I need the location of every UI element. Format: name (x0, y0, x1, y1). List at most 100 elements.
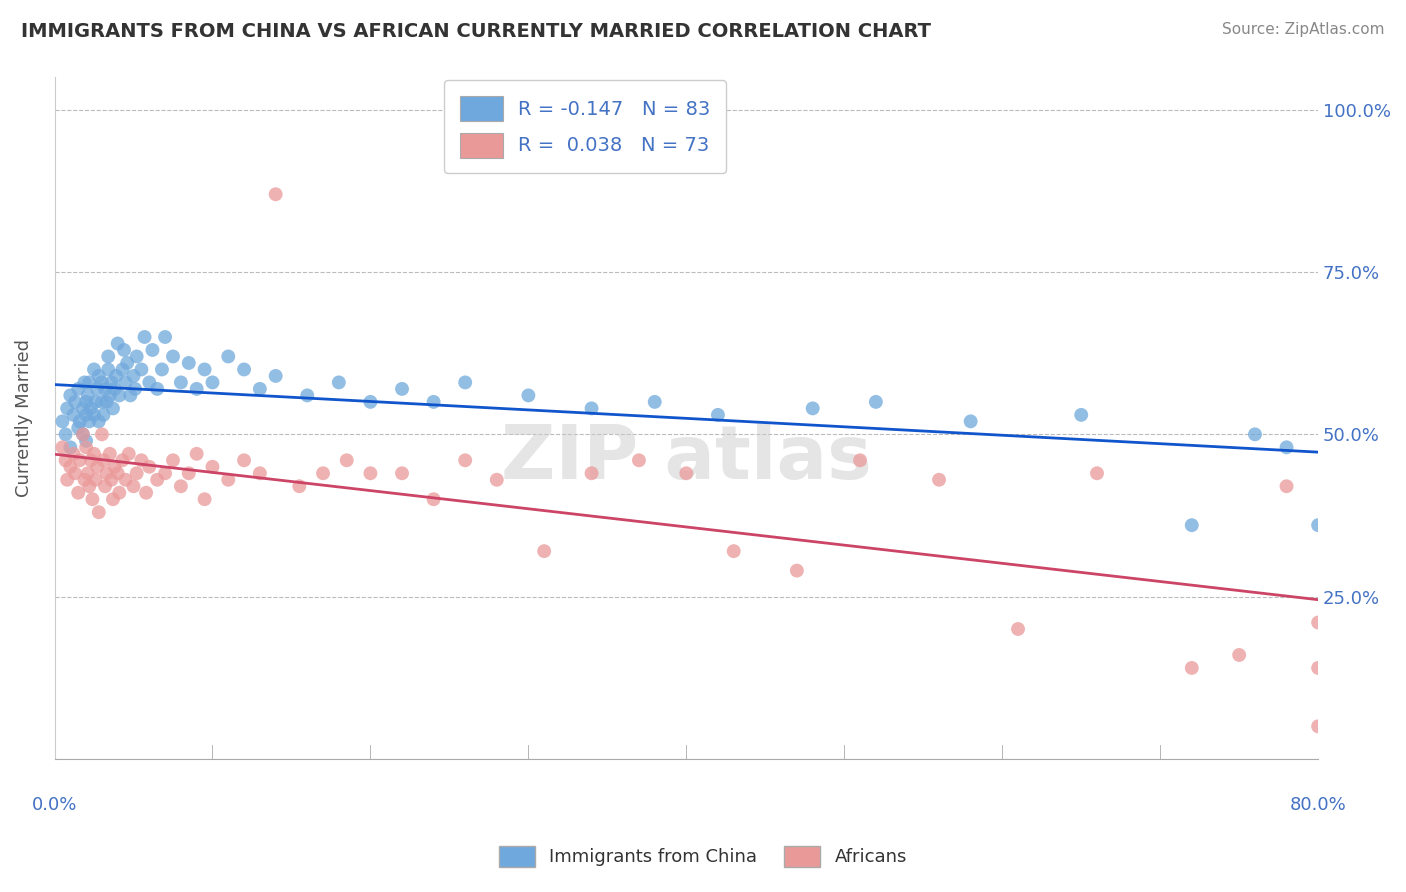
Point (201, 459, 224, 474)
Point (115, 356, 138, 370)
Point (100, 473, 122, 487)
Point (87, 368, 110, 383)
Point (517, 388, 540, 402)
Point (675, 467, 697, 481)
Point (108, 485, 131, 500)
Point (63, 467, 86, 481)
Point (135, 485, 157, 500)
Point (76, 467, 98, 481)
Point (93, 453, 115, 467)
Point (627, 453, 650, 467)
Point (194, 492, 217, 507)
Point (93, 408, 115, 422)
Point (422, 492, 444, 507)
Point (146, 382, 169, 396)
Point (122, 479, 145, 493)
Point (1308, 661, 1330, 675)
Point (72, 401, 94, 416)
Point (72, 427, 94, 442)
Point (217, 473, 239, 487)
Point (533, 544, 555, 558)
Point (124, 382, 146, 396)
Point (170, 479, 193, 493)
Point (101, 492, 124, 507)
Point (233, 362, 256, 376)
Point (1070, 408, 1092, 422)
Point (141, 343, 163, 357)
Point (69, 453, 91, 467)
Point (77, 376, 100, 390)
Point (312, 467, 335, 481)
Point (75, 395, 97, 409)
Point (73, 376, 96, 390)
Point (97, 362, 120, 376)
Point (1308, 518, 1330, 533)
Point (114, 376, 136, 390)
Point (63, 395, 86, 409)
Point (186, 382, 208, 396)
Point (103, 382, 125, 396)
Point (217, 350, 239, 364)
Point (125, 467, 148, 481)
Point (114, 473, 136, 487)
Point (131, 453, 153, 467)
Point (1275, 440, 1298, 454)
Point (1007, 622, 1029, 636)
Point (162, 453, 184, 467)
Point (186, 447, 208, 461)
Point (100, 376, 122, 390)
Point (97, 350, 120, 364)
Point (94, 479, 117, 493)
Point (101, 401, 124, 416)
Point (644, 395, 666, 409)
Point (454, 453, 477, 467)
Point (707, 408, 730, 422)
Point (96, 467, 118, 481)
Point (233, 453, 256, 467)
Point (485, 473, 508, 487)
Point (107, 336, 129, 351)
Point (150, 362, 173, 376)
Point (131, 362, 153, 376)
Point (73, 473, 96, 487)
Point (723, 544, 745, 558)
Point (928, 473, 950, 487)
Point (111, 362, 134, 376)
Point (297, 388, 319, 402)
Point (1308, 615, 1330, 630)
Point (72, 427, 94, 442)
Point (83, 362, 105, 376)
Point (67, 421, 90, 435)
Point (62, 447, 84, 461)
Point (786, 564, 808, 578)
Point (336, 453, 359, 467)
Point (55, 427, 77, 442)
Point (134, 330, 156, 344)
Point (581, 467, 603, 481)
Point (98, 447, 121, 461)
Point (454, 376, 477, 390)
Point (1227, 648, 1250, 662)
Point (865, 395, 887, 409)
Point (82, 492, 104, 507)
Text: 80.0%: 80.0% (1289, 797, 1347, 814)
Legend: R = -0.147   N = 83, R =  0.038   N = 73: R = -0.147 N = 83, R = 0.038 N = 73 (444, 80, 725, 173)
Point (194, 362, 217, 376)
Text: ZIP atlas: ZIP atlas (501, 423, 872, 495)
Point (264, 368, 287, 383)
Point (391, 382, 413, 396)
Point (138, 376, 160, 390)
Point (1181, 518, 1204, 533)
Point (98, 388, 121, 402)
Point (1085, 467, 1108, 481)
Point (51, 440, 73, 454)
Point (86, 382, 108, 396)
Point (201, 376, 224, 390)
Point (359, 395, 381, 409)
Point (51, 414, 73, 428)
Point (96, 395, 118, 409)
Point (56, 401, 79, 416)
Point (1181, 661, 1204, 675)
Point (359, 467, 381, 481)
Point (94, 382, 117, 396)
